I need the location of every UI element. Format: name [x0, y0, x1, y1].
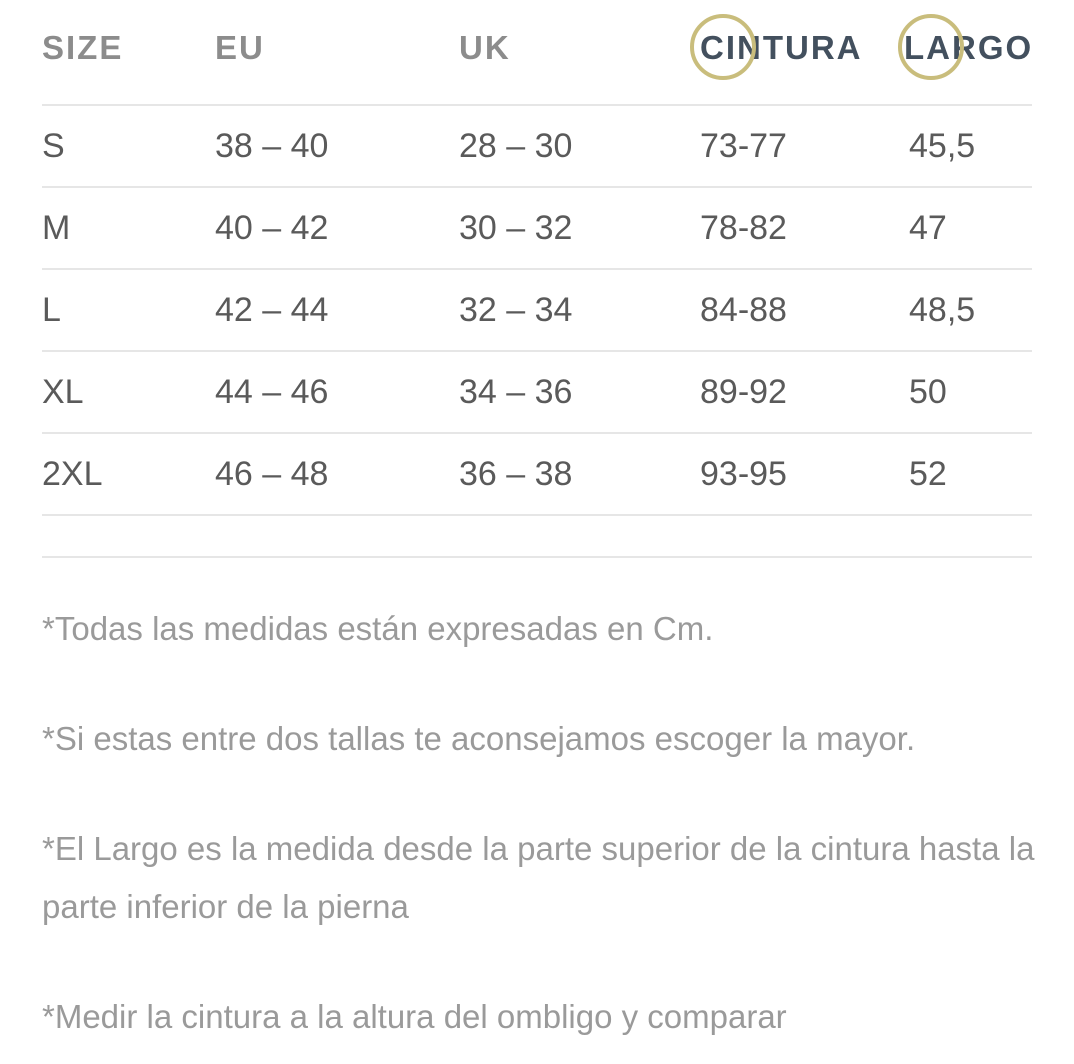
note-largo-definition: *El Largo es la medida desde la parte su… — [42, 830, 1035, 925]
note-between-sizes: *Si estas entre dos tallas te aconsejamo… — [42, 720, 916, 757]
cell-size: S — [42, 127, 65, 165]
table-row: M 40 – 42 30 – 32 78-82 47 — [42, 188, 1032, 270]
header-eu: EU — [215, 29, 265, 66]
table-row: S 38 – 40 28 – 30 73-77 45,5 — [42, 106, 1032, 188]
note-waist-measure: *Medir la cintura a la altura del omblig… — [42, 998, 787, 1035]
largo-highlight-circle-icon — [898, 14, 964, 80]
table-row: L 42 – 44 32 – 34 84-88 48,5 — [42, 270, 1032, 352]
cell-largo: 52 — [909, 455, 947, 493]
cell-cintura: 78-82 — [700, 209, 787, 247]
table-row: XL 44 – 46 34 – 36 89-92 50 — [42, 352, 1032, 434]
cell-cintura: 73-77 — [700, 127, 787, 165]
cell-largo: 48,5 — [909, 291, 976, 329]
cell-uk: 34 – 36 — [459, 373, 573, 411]
cell-largo: 50 — [909, 373, 947, 411]
size-notes: *Todas las medidas están expresadas en C… — [42, 600, 1042, 1064]
header-uk: UK — [459, 29, 511, 66]
cell-uk: 36 – 38 — [459, 455, 573, 493]
table-header-row: SIZE EU UK CINTURA LARGO — [42, 0, 1032, 106]
cell-largo: 47 — [909, 209, 947, 247]
cell-cintura: 89-92 — [700, 373, 787, 411]
cintura-highlight-circle-icon — [690, 14, 756, 80]
cell-eu: 38 – 40 — [215, 127, 329, 165]
cell-size: XL — [42, 373, 84, 411]
cell-eu: 46 – 48 — [215, 455, 329, 493]
cell-uk: 28 – 30 — [459, 127, 573, 165]
table-bottom-divider — [42, 516, 1032, 558]
cell-uk: 32 – 34 — [459, 291, 573, 329]
cell-eu: 44 – 46 — [215, 373, 329, 411]
header-size: SIZE — [42, 29, 124, 66]
cell-eu: 42 – 44 — [215, 291, 329, 329]
cell-size: M — [42, 209, 71, 247]
cell-size: 2XL — [42, 455, 103, 493]
note-units: *Todas las medidas están expresadas en C… — [42, 610, 714, 647]
cell-size: L — [42, 291, 61, 329]
cell-cintura: 84-88 — [700, 291, 787, 329]
size-table: SIZE EU UK CINTURA LARGO S 38 – 40 28 – … — [42, 0, 1032, 558]
cell-cintura: 93-95 — [700, 455, 787, 493]
cell-eu: 40 – 42 — [215, 209, 329, 247]
table-row: 2XL 46 – 48 36 – 38 93-95 52 — [42, 434, 1032, 516]
cell-uk: 30 – 32 — [459, 209, 573, 247]
cell-largo: 45,5 — [909, 127, 976, 165]
